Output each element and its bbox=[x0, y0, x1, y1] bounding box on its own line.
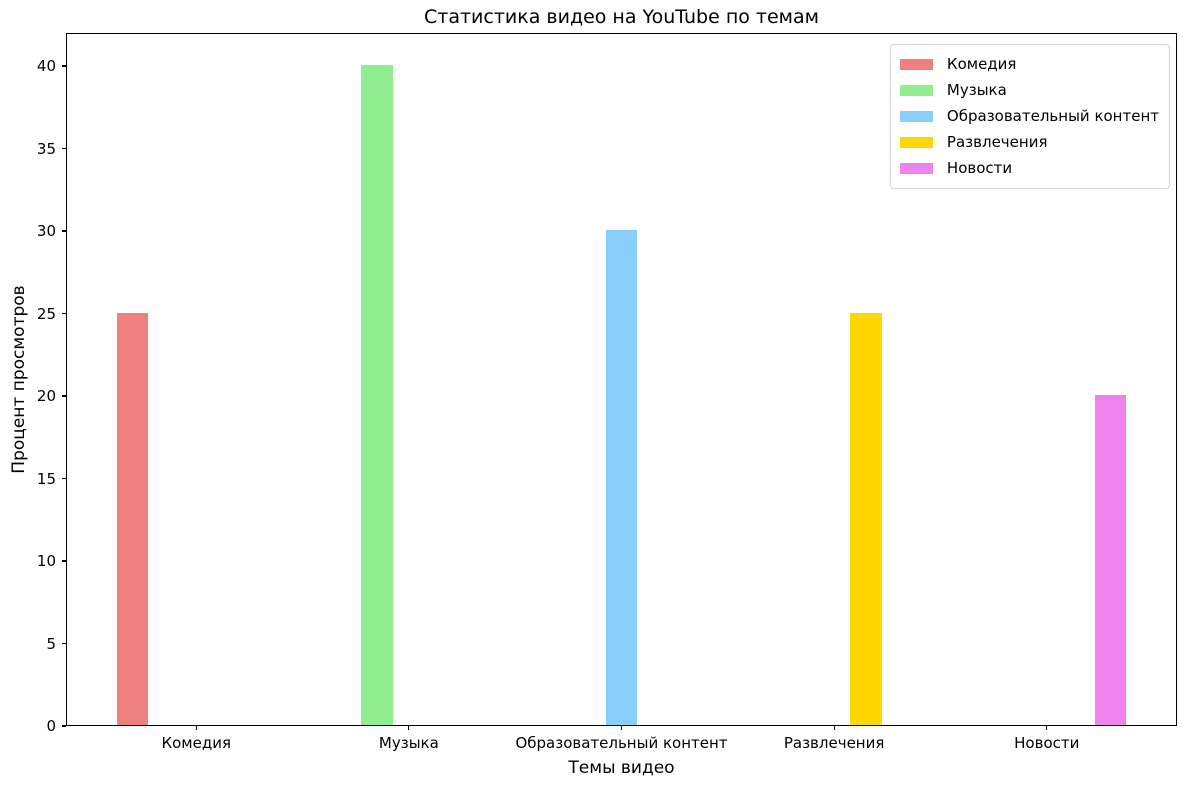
y-tick-mark bbox=[62, 642, 66, 645]
x-tick-label: Музыка bbox=[378, 734, 439, 752]
y-tick-mark bbox=[62, 395, 66, 397]
legend-swatch-icon bbox=[899, 84, 933, 96]
legend-entry: Развлечения bbox=[899, 129, 1159, 155]
x-tick-mark bbox=[1046, 726, 1048, 730]
legend-entry: Музыка bbox=[899, 77, 1159, 103]
x-tick-mark bbox=[408, 726, 410, 730]
y-tick-mark bbox=[62, 65, 66, 67]
legend-label: Образовательный контент bbox=[946, 107, 1159, 125]
x-tick-mark bbox=[833, 726, 835, 730]
legend-swatch-icon bbox=[899, 162, 933, 174]
y-tick-label: 30 bbox=[36, 222, 56, 240]
bar-0 bbox=[116, 312, 149, 725]
y-tick-label: 15 bbox=[36, 469, 56, 488]
y-tick-label: 5 bbox=[46, 634, 56, 653]
y-tick-label: 35 bbox=[36, 139, 56, 158]
y-tick-mark bbox=[62, 560, 66, 562]
legend: Комедия Музыка Образовательный контент Разв… bbox=[889, 44, 1170, 189]
legend-label: Развлечения bbox=[946, 133, 1048, 151]
x-tick-label: Развлечения bbox=[783, 734, 885, 752]
legend-entry: Новости bbox=[899, 155, 1159, 181]
legend-label: Комедия bbox=[946, 55, 1017, 73]
y-axis-label: Процент просмотров bbox=[9, 285, 29, 474]
bar-4 bbox=[1094, 395, 1127, 725]
bar-2 bbox=[605, 230, 638, 725]
legend-swatch-icon bbox=[899, 110, 933, 122]
y-tick-mark bbox=[62, 725, 66, 727]
y-tick-label: 20 bbox=[36, 387, 56, 405]
y-tick-label: 10 bbox=[36, 552, 56, 570]
legend-entry: Комедия bbox=[899, 51, 1159, 77]
plot-area: Комедия Музыка Образовательный контент Разв… bbox=[66, 33, 1177, 726]
legend-swatch-icon bbox=[899, 136, 933, 148]
x-tick-mark bbox=[620, 726, 623, 730]
x-axis-label: Темы видео bbox=[568, 758, 675, 778]
x-tick-label: Комедия bbox=[161, 734, 231, 752]
x-tick-label: Образовательный контент bbox=[515, 734, 728, 752]
bar-1 bbox=[361, 65, 393, 725]
legend-swatch-icon bbox=[899, 58, 933, 70]
x-tick-mark bbox=[195, 726, 197, 730]
legend-entry: Образовательный контент bbox=[899, 103, 1159, 129]
y-tick-mark bbox=[62, 230, 66, 232]
y-tick-label: 0 bbox=[46, 717, 56, 735]
y-tick-mark bbox=[62, 147, 66, 150]
y-tick-label: 40 bbox=[36, 57, 56, 75]
y-tick-mark bbox=[62, 477, 66, 480]
bar-3 bbox=[850, 312, 882, 725]
legend-label: Музыка bbox=[946, 81, 1007, 99]
chart-title: Статистика видео на YouTube по темам bbox=[423, 6, 819, 28]
x-tick-label: Новости bbox=[1014, 734, 1080, 752]
y-tick-mark bbox=[62, 312, 66, 315]
legend-label: Новости bbox=[946, 159, 1013, 177]
y-tick-label: 25 bbox=[36, 304, 56, 323]
